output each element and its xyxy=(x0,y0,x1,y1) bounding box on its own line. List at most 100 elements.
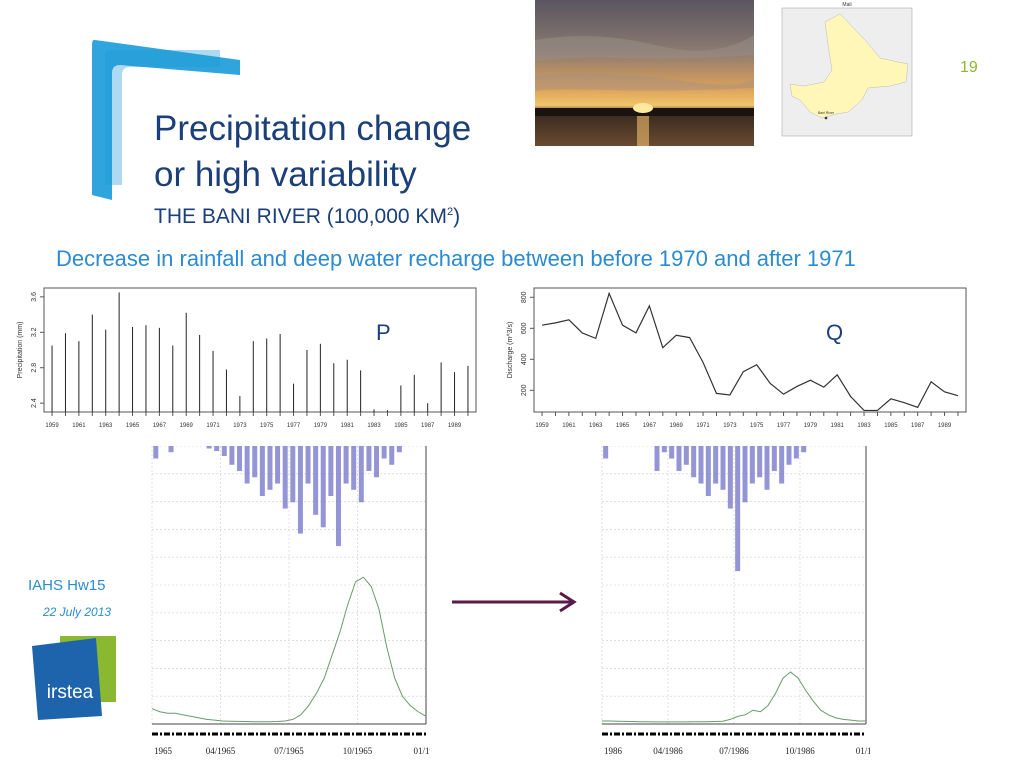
irstea-logo: irstea xyxy=(32,636,116,720)
x-tick-label: 1981 xyxy=(341,423,355,429)
rain-bar xyxy=(735,446,741,572)
y-tick-label: 400 xyxy=(521,353,528,365)
rain-bar xyxy=(237,446,243,472)
rain-bar xyxy=(221,446,227,457)
lead-statement: Decrease in rainfall and deep water rech… xyxy=(56,246,856,271)
slide-title: Precipitation change or high variability xyxy=(154,106,471,198)
x-tick-label: 1969 xyxy=(670,423,684,429)
rain-bar xyxy=(764,446,770,490)
x-tick-label: 1977 xyxy=(777,423,791,429)
x-tick-label: 1973 xyxy=(723,423,737,429)
rain-bar xyxy=(297,446,303,534)
rain-bar xyxy=(801,446,807,453)
rain-bar xyxy=(244,446,250,484)
x-tick-label: 1989 xyxy=(938,423,952,429)
rain-bar xyxy=(683,446,689,465)
y-tick-label: 2.4 xyxy=(31,398,38,408)
rain-bar xyxy=(757,446,763,478)
rain-bar xyxy=(320,446,326,528)
rain-bar xyxy=(153,446,159,459)
x-tick-label: 1963 xyxy=(99,423,113,429)
right-arrow-icon xyxy=(452,591,577,613)
x-tick-label: 1983 xyxy=(857,423,871,429)
rain-bar xyxy=(705,446,711,497)
x-tick-label: 1963 xyxy=(589,423,603,429)
flow-line xyxy=(602,671,866,723)
rain-bar xyxy=(381,446,387,459)
rain-bar xyxy=(305,446,311,484)
x-tick-label: 07/1986 xyxy=(719,746,749,756)
x-tick-label: 1986 xyxy=(604,746,623,756)
x-tick-label: 07/1965 xyxy=(274,746,304,756)
x-tick-label: 10/1986 xyxy=(785,746,815,756)
x-tick-label: 04/1965 xyxy=(206,746,236,756)
rain-bar xyxy=(779,446,785,484)
y-axis-label: Discharge (m^3/s) xyxy=(507,322,514,379)
rain-bar xyxy=(328,446,334,497)
title-line-1: Precipitation change xyxy=(154,109,472,148)
y-tick-label: 800 xyxy=(521,291,528,303)
x-tick-label: 1981 xyxy=(831,423,845,429)
y-axis-label: Precipitation (mm) xyxy=(17,322,24,379)
rain-bar xyxy=(698,446,704,484)
rain-bar xyxy=(669,446,675,459)
x-tick-label: 1971 xyxy=(696,423,710,429)
x-tick-label: 1961 xyxy=(72,423,86,429)
plot-frame xyxy=(533,287,967,413)
rain-bar xyxy=(661,446,667,453)
y-tick-label: 600 xyxy=(521,322,528,334)
x-tick-label: 1961 xyxy=(562,423,576,429)
subtitle-superscript: 2 xyxy=(446,206,454,218)
rain-bar xyxy=(275,446,281,484)
x-tick-label: 1967 xyxy=(643,423,657,429)
rain-bar xyxy=(374,446,380,478)
x-tick-label: 1987 xyxy=(421,423,435,429)
x-tick-label: 1973 xyxy=(233,423,247,429)
x-tick-label: 1969 xyxy=(180,423,194,429)
rain-bar xyxy=(214,446,220,452)
y-tick-label: 3.6 xyxy=(31,292,38,302)
rain-bar xyxy=(335,446,341,547)
rain-bar xyxy=(727,446,733,509)
rain-bar xyxy=(389,446,395,465)
flow-line xyxy=(151,576,427,723)
panel-label-p: P xyxy=(376,320,391,345)
y-tick-label: 3.2 xyxy=(31,327,38,337)
rain-bar xyxy=(168,446,174,453)
map-title: Mali xyxy=(842,2,851,8)
rain-bar xyxy=(676,446,682,472)
x-tick-label: 10/1965 xyxy=(343,746,373,756)
rain-bar xyxy=(713,446,719,484)
x-tick-label: 1971 xyxy=(206,423,220,429)
hydrograph-1965: 1965 04/1965 07/1965 10/1965 01/196 xyxy=(151,446,430,756)
slide-subtitle: THE BANI RIVER (100,000 KM2) xyxy=(154,205,460,229)
x-tick-label: 1975 xyxy=(750,423,764,429)
rain-bar xyxy=(786,446,792,465)
rain-bar xyxy=(691,446,697,478)
rain-bar xyxy=(396,446,402,453)
conference-label: IAHS Hw15 xyxy=(28,577,106,594)
panel-label-q: Q xyxy=(826,320,844,345)
x-tick-label: 1987 xyxy=(911,423,925,429)
precipitation-chart: 2.4 2.8 3.2 3.6 Precipitation (mm) 1959 1961 19… xyxy=(17,287,477,429)
rain-bar xyxy=(259,446,265,497)
x-tick-label: 1959 xyxy=(45,423,59,429)
date-label: 22 July 2013 xyxy=(43,605,112,619)
x-tick-label: 1965 xyxy=(126,423,140,429)
x-tick-label: 1965 xyxy=(616,423,630,429)
rain-bar xyxy=(290,446,296,503)
rain-bar xyxy=(282,446,288,509)
rain-bar xyxy=(206,446,212,449)
discharge-chart: 200 400 600 800 Discharge (m^3/s) 1959 1961 196… xyxy=(507,287,967,429)
rain-bar xyxy=(351,446,357,490)
title-line-2: or high variability xyxy=(154,155,417,194)
x-tick-label: 1975 xyxy=(260,423,274,429)
y-tick-label: 200 xyxy=(521,384,528,396)
x-tick-label: 1979 xyxy=(804,423,818,429)
x-tick-label: 1985 xyxy=(394,423,408,429)
rain-bar xyxy=(358,446,364,503)
subtitle-text: THE BANI RIVER (100,000 KM xyxy=(154,205,447,228)
rain-bar xyxy=(267,446,273,490)
rain-bar xyxy=(252,446,258,478)
x-tick-label: 1965 xyxy=(154,746,173,756)
